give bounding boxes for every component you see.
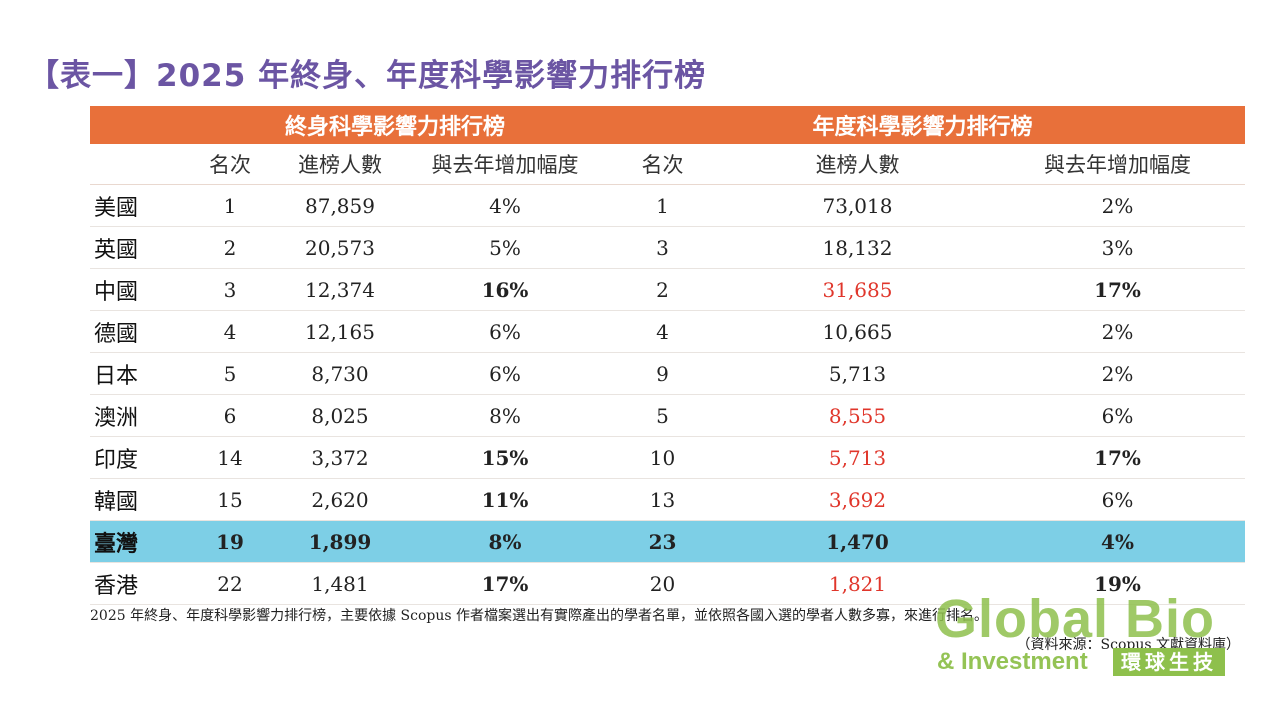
country-name: 香港 [94,573,139,599]
lifetime-growth: 6% [489,319,521,344]
country-name: 澳洲 [94,405,139,431]
annual-growth: 6% [1101,403,1134,428]
lifetime-count: 1,899 [308,529,372,554]
annual-count: 5,713 [828,361,887,386]
lifetime-count: 12,165 [305,319,375,344]
ranking-table: 終身科學影響力排行榜 年度科學影響力排行榜 名次 進榜人數 與去年增加幅度 名次… [90,106,1245,605]
country-name: 臺灣 [94,531,139,557]
table-row-usa: 美國 1 87,859 4% 1 73,018 2% [90,185,1245,227]
annual-rank: 20 [649,571,676,596]
annual-rank: 3 [656,235,669,260]
annual-count: 10,665 [822,319,893,344]
lifetime-rank: 4 [223,319,237,344]
annual-growth: 2% [1101,193,1134,218]
annual-rank: 5 [656,403,669,428]
annual-rank: 4 [656,319,669,344]
annual-rank: 23 [648,529,677,554]
annual-count: 5,713 [828,445,887,470]
lifetime-growth: 4% [489,193,521,218]
annual-count: 73,018 [822,193,893,218]
lifetime-count: 8,025 [311,403,369,428]
annual-count: 18,132 [822,235,893,260]
lifetime-rank: 19 [216,529,244,554]
lifetime-count: 8,730 [311,361,369,386]
lifetime-growth: 5% [489,235,521,260]
annual-count-header: 進榜人數 [815,153,900,177]
annual-growth: 17% [1094,277,1141,302]
table-row-taiwan-highlight: 臺灣 19 1,899 8% 23 1,470 4% [90,521,1245,563]
lifetime-ranking-header: 終身科學影響力排行榜 [284,115,505,140]
lifetime-growth: 11% [481,487,529,512]
logo-wordmark: Global Bio [935,589,1215,649]
table-row-china: 中國 3 12,374 16% 2 31,685 17% [90,269,1245,311]
lifetime-count-header: 進榜人數 [298,153,382,177]
lifetime-rank: 14 [217,445,243,470]
lifetime-rank: 2 [223,235,237,260]
annual-rank-header: 名次 [641,153,684,177]
table-footnote: 2025 年終身、年度科學影響力排行榜，主要依據 Scopus 作者檔案選出有實… [90,608,988,624]
lifetime-count: 3,372 [311,445,369,470]
annual-growth: 19% [1094,571,1141,596]
annual-count: 31,685 [822,277,893,302]
table-subheader-row: 名次 進榜人數 與去年增加幅度 名次 進榜人數 與去年增加幅度 [90,144,1245,185]
lifetime-growth: 8% [488,529,522,554]
lifetime-rank: 6 [223,403,237,428]
annual-ranking-header: 年度科學影響力排行榜 [812,115,1033,140]
annual-rank: 9 [656,361,669,386]
annual-growth: 17% [1094,445,1141,470]
country-name: 英國 [94,237,139,263]
lifetime-growth: 6% [489,361,521,386]
table-row-germany: 德國 4 12,165 6% 4 10,665 2% [90,311,1245,353]
lifetime-growth: 16% [481,277,529,302]
lifetime-count: 87,859 [305,193,375,218]
lifetime-rank: 3 [223,277,237,302]
annual-growth: 4% [1101,529,1134,554]
lifetime-count: 20,573 [305,235,375,260]
lifetime-rank-header: 名次 [209,153,251,177]
lifetime-count: 2,620 [311,487,369,512]
table-group-header: 終身科學影響力排行榜 年度科學影響力排行榜 [90,106,1245,144]
annual-count: 1,470 [826,529,889,554]
annual-rank: 2 [656,277,669,302]
lifetime-count: 1,481 [311,571,369,596]
annual-count: 8,555 [828,403,887,428]
annual-count: 1,821 [828,571,887,596]
logo-badge: 環球生技 [1113,648,1225,676]
annual-rank: 13 [649,487,676,512]
lifetime-rank: 5 [223,361,237,386]
annual-growth: 3% [1101,235,1134,260]
table-row-uk: 英國 2 20,573 5% 3 18,132 3% [90,227,1245,269]
table-row-hongkong: 香港 22 1,481 17% 20 1,821 19% [90,563,1245,605]
lifetime-growth: 8% [489,403,521,428]
logo-subtitle: & Investment [937,648,1088,675]
country-name: 中國 [94,279,139,305]
lifetime-rank: 22 [217,571,243,596]
annual-growth-header: 與去年增加幅度 [1044,153,1191,177]
lifetime-growth: 15% [481,445,529,470]
table-row-japan: 日本 5 8,730 6% 9 5,713 2% [90,353,1245,395]
lifetime-growth: 17% [481,571,529,596]
country-name: 德國 [94,321,139,347]
annual-rank: 1 [656,193,669,218]
annual-count: 3,692 [828,487,887,512]
global-bio-investment-logo: Global Bio & Investment 環球生技 [935,588,1235,680]
table-row-india: 印度 14 3,372 15% 10 5,713 17% [90,437,1245,479]
annual-growth: 2% [1101,361,1134,386]
lifetime-count: 12,374 [305,277,375,302]
table-title: 【表一】2025 年終身、年度科學影響力排行榜 [28,58,707,94]
lifetime-growth-header: 與去年增加幅度 [431,153,579,177]
lifetime-rank: 1 [223,193,237,218]
table-row-australia: 澳洲 6 8,025 8% 5 8,555 6% [90,395,1245,437]
annual-growth: 2% [1101,319,1134,344]
country-name: 美國 [94,195,139,221]
annual-growth: 6% [1101,487,1134,512]
country-name: 日本 [94,363,139,389]
table-row-korea: 韓國 15 2,620 11% 13 3,692 6% [90,479,1245,521]
lifetime-rank: 15 [217,487,243,512]
annual-rank: 10 [649,445,676,470]
country-name: 韓國 [94,489,139,515]
country-name: 印度 [94,447,139,473]
